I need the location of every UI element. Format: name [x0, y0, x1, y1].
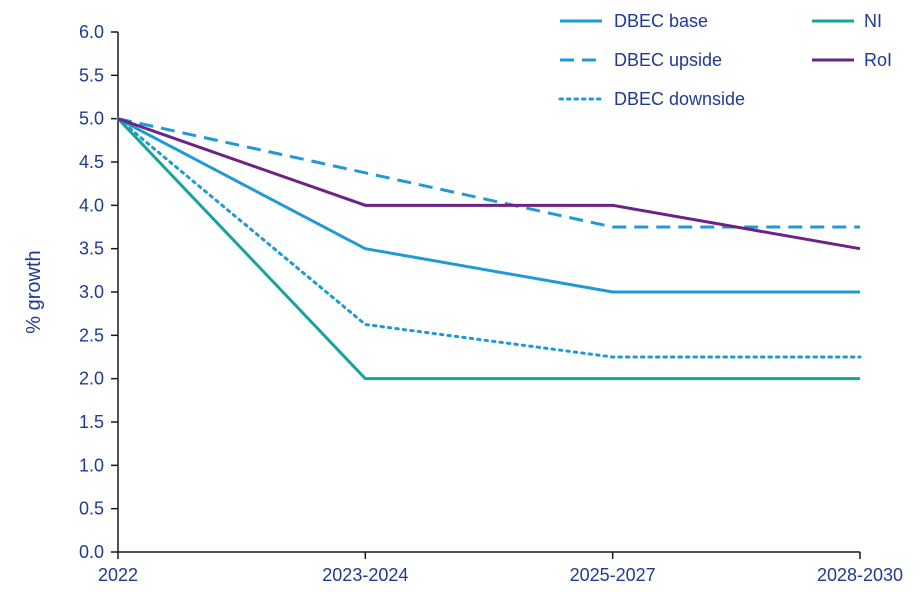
legend-label: RoI: [864, 50, 892, 70]
legend-label: DBEC base: [614, 11, 708, 31]
y-tick-label: 4.5: [79, 152, 104, 172]
y-tick-label: 4.0: [79, 195, 104, 215]
y-tick-label: 1.0: [79, 455, 104, 475]
x-tick-label: 2028-2030: [817, 565, 903, 585]
y-tick-label: 3.0: [79, 282, 104, 302]
y-tick-label: 0.0: [79, 542, 104, 562]
y-axis-ticks: 0.0 0.5 1.0 1.5 2.0 2.5 3.0 3.5 4.0 4.5 5.0 5.5 6.0: [79, 22, 118, 562]
series-line-roi: [117, 117, 861, 251]
series-line-dbec-upside: [117, 117, 860, 229]
y-axis-title: % growth: [23, 250, 45, 333]
legend-label: DBEC downside: [614, 89, 745, 109]
y-tick-label: 1.5: [79, 412, 104, 432]
x-axis-ticks: 2022 2023-2024 2025-2027 2028-2030: [98, 552, 903, 585]
y-tick-label: 2.5: [79, 325, 104, 345]
series-layer: [116, 117, 862, 381]
y-tick-label: 0.5: [79, 499, 104, 519]
x-tick-label: 2023-2024: [322, 565, 408, 585]
y-tick-label: 3.5: [79, 239, 104, 259]
y-tick-label: 5.5: [79, 65, 104, 85]
legend-label: DBEC upside: [614, 50, 722, 70]
y-tick-label: 2.0: [79, 369, 104, 389]
legend: DBEC base DBEC upside DBEC downside NI RoI: [558, 11, 892, 109]
x-tick-label: 2022: [98, 565, 138, 585]
legend-label: NI: [864, 11, 882, 31]
series-line-dbec-downside: [116, 117, 862, 359]
y-tick-label: 6.0: [79, 22, 104, 42]
series-line-dbec-base: [117, 117, 860, 294]
series-line-ni: [116, 117, 860, 381]
y-tick-label: 5.0: [79, 109, 104, 129]
x-tick-label: 2025-2027: [570, 565, 656, 585]
